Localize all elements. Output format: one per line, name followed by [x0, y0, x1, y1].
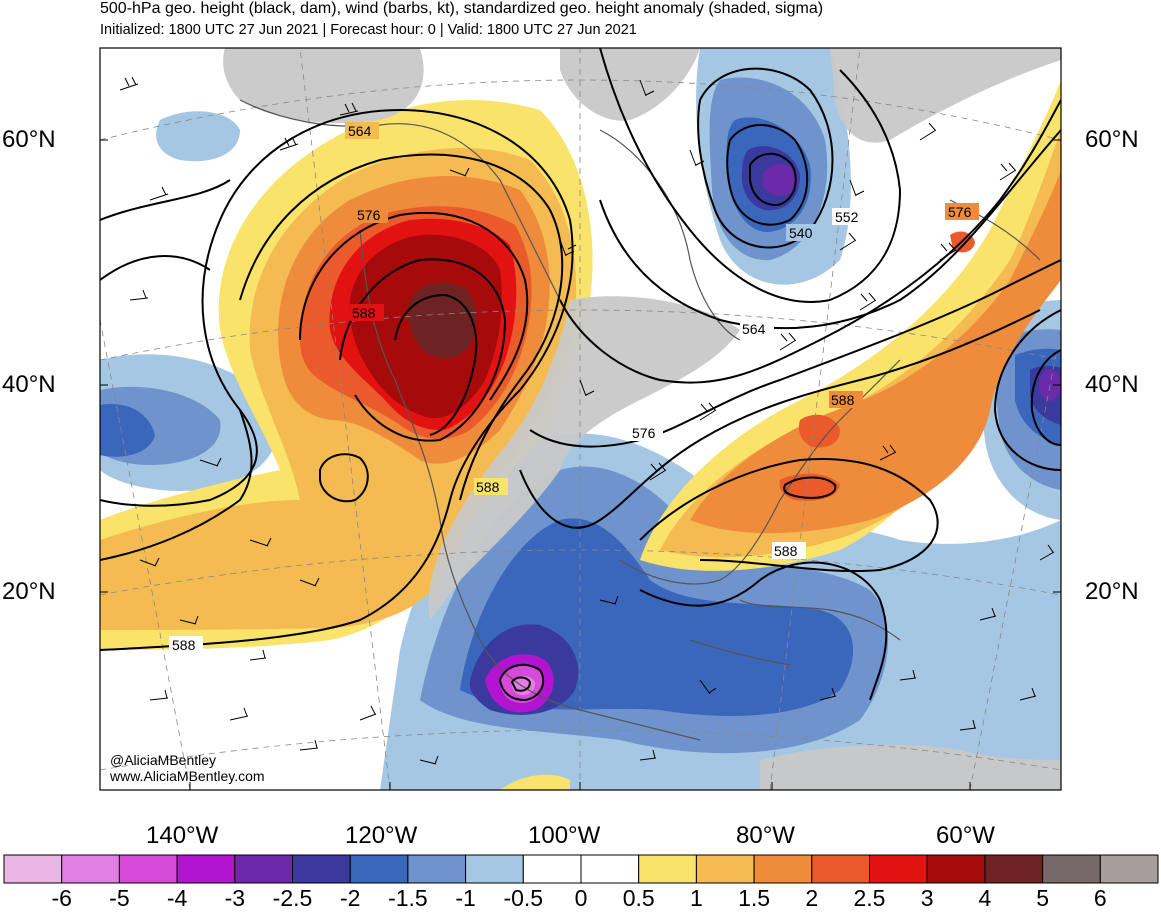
colorbar-swatch: [753, 854, 813, 884]
contour-label: 564: [348, 123, 372, 139]
map-subtitle: Initialized: 1800 UTC 27 Jun 2021 | Fore…: [100, 22, 637, 38]
colorbar-swatch: [118, 854, 178, 884]
colorbar-label: -2: [339, 885, 361, 911]
lon-label-60w: 60°W: [936, 822, 995, 849]
colorbar-label: 6: [1093, 885, 1107, 911]
colorbar-swatch: [349, 854, 409, 884]
contour-label-group: 564 576 588 588 576 588 564 552 540 576 …: [169, 122, 979, 653]
colorbar-swatch: [695, 854, 755, 884]
colorbar-label: -5: [109, 885, 130, 911]
colorbar-label: 2.5: [853, 885, 886, 911]
contour-label: 588: [774, 543, 798, 559]
colorbar-label: 1: [689, 885, 703, 911]
colorbar-swatch: [234, 854, 294, 884]
lon-label-120w: 120°W: [345, 822, 418, 849]
map-plot-area: [100, 48, 1061, 790]
lat-label-40n-right: 40°N: [1085, 371, 1139, 398]
lat-lon-grid: [100, 48, 1061, 790]
contour-label: 588: [352, 305, 376, 321]
credit-handle: @AliciaMBentley: [110, 752, 217, 768]
colorbar-label: 0.5: [622, 885, 655, 911]
land-mask: [223, 48, 1061, 790]
lat-label-40n-left: 40°N: [2, 371, 56, 398]
colorbar-label: -1.5: [388, 885, 428, 911]
colorbar-swatch: [638, 854, 697, 884]
contour-label: 588: [476, 479, 500, 495]
contour-label: 576: [357, 207, 381, 223]
lat-label-60n-right: 60°N: [1085, 126, 1139, 153]
lat-label-20n-right: 20°N: [1085, 578, 1139, 605]
contour-label: 588: [172, 637, 196, 653]
colorbar-swatch: [984, 854, 1044, 884]
contour-label: 552: [835, 209, 859, 225]
colorbar-swatch: [3, 854, 63, 884]
colorbar-label: -1: [455, 885, 476, 911]
colorbar-label: 3: [920, 885, 934, 911]
colorbar-swatch: [465, 854, 524, 884]
colorbar: [3, 854, 1159, 884]
credit-website: www.AliciaMBentley.com: [110, 768, 265, 784]
colorbar-label: -6: [51, 885, 72, 911]
colorbar-swatch: [407, 854, 467, 884]
lon-label-140w: 140°W: [146, 822, 219, 849]
contour-label: 576: [948, 204, 972, 220]
colorbar-label: 5: [1036, 885, 1049, 911]
colorbar-label: -2.5: [272, 885, 313, 911]
colorbar-swatch: [580, 854, 640, 884]
colorbar-label: -0.5: [503, 885, 544, 911]
lon-label-80w: 80°W: [736, 822, 795, 849]
lon-label-100w: 100°W: [528, 822, 601, 849]
colorbar-label: 0: [574, 885, 588, 911]
colorbar-label: -3: [224, 885, 246, 911]
anomaly-purple-core: [485, 164, 1061, 713]
contour-label: 564: [742, 321, 766, 337]
colorbar-swatch: [522, 854, 582, 884]
colorbar-label: 1.5: [738, 885, 771, 911]
wind-barbs: [119, 76, 1055, 765]
contour-label: 576: [632, 425, 656, 441]
colorbar-label: -4: [166, 885, 188, 911]
colorbar-label: 2: [805, 885, 819, 911]
contour-label: 540: [789, 225, 813, 241]
axis-ticks: [100, 139, 1061, 790]
lat-label-60n-left: 60°N: [2, 126, 56, 153]
lat-label-20n-left: 20°N: [2, 578, 56, 605]
colorbar-swatch: [811, 854, 870, 884]
colorbar-swatch: [869, 854, 928, 884]
contour-label: 588: [831, 392, 855, 408]
colorbar-swatch: [1042, 854, 1101, 884]
colorbar-swatch: [176, 854, 236, 884]
colorbar-label: 4: [978, 885, 992, 911]
colorbar-swatch: [926, 854, 986, 884]
map-title: 500-hPa geo. height (black, dam), wind (…: [100, 0, 824, 17]
colorbar-swatch: [1099, 854, 1159, 884]
colorbar-swatch: [61, 854, 120, 884]
colorbar-swatch: [292, 854, 351, 884]
